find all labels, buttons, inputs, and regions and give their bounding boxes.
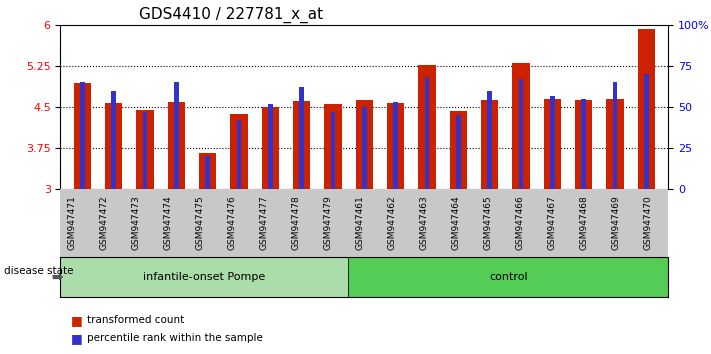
Bar	[80, 82, 85, 189]
Bar	[544, 99, 561, 189]
Bar	[143, 112, 147, 189]
Bar	[324, 104, 342, 189]
Text: GSM947473: GSM947473	[132, 196, 141, 250]
Bar	[419, 65, 436, 189]
Text: GSM947474: GSM947474	[164, 196, 172, 250]
Bar	[518, 79, 523, 189]
Bar	[105, 103, 122, 189]
Text: GSM947479: GSM947479	[324, 196, 333, 250]
Bar	[262, 107, 279, 189]
Bar	[199, 153, 216, 189]
Text: control: control	[489, 272, 528, 282]
Text: ■: ■	[71, 314, 83, 327]
Text: GDS4410 / 227781_x_at: GDS4410 / 227781_x_at	[139, 7, 324, 23]
Bar	[137, 110, 154, 189]
Text: GSM947470: GSM947470	[643, 196, 653, 250]
Text: GSM947472: GSM947472	[100, 196, 109, 250]
Bar	[268, 104, 273, 189]
Text: disease state: disease state	[4, 266, 73, 276]
Text: GSM947475: GSM947475	[196, 196, 205, 250]
Bar	[582, 99, 586, 189]
Bar	[293, 101, 310, 189]
Bar	[638, 29, 655, 189]
Text: transformed count: transformed count	[87, 315, 184, 325]
Bar	[644, 74, 649, 189]
Bar	[387, 103, 405, 189]
Bar	[237, 120, 242, 189]
Text: GSM947477: GSM947477	[260, 196, 268, 250]
Bar	[299, 87, 304, 189]
Text: infantile-onset Pompe: infantile-onset Pompe	[144, 272, 265, 282]
Text: GSM947466: GSM947466	[515, 196, 524, 250]
Bar	[362, 107, 367, 189]
Text: GSM947469: GSM947469	[611, 196, 620, 250]
Text: percentile rank within the sample: percentile rank within the sample	[87, 333, 262, 343]
Bar	[456, 115, 461, 189]
Bar	[487, 91, 492, 189]
Bar	[205, 156, 210, 189]
Text: GSM947462: GSM947462	[387, 196, 397, 250]
Text: GSM947464: GSM947464	[451, 196, 461, 250]
Bar	[168, 102, 185, 189]
Text: GSM947468: GSM947468	[579, 196, 589, 250]
Bar	[424, 78, 429, 189]
Bar	[174, 82, 178, 189]
Bar	[575, 100, 592, 189]
Text: GSM947478: GSM947478	[292, 196, 300, 250]
Text: GSM947465: GSM947465	[483, 196, 492, 250]
Bar	[450, 112, 467, 189]
Text: GSM947461: GSM947461	[356, 196, 364, 250]
Bar	[356, 100, 373, 189]
Text: GSM947463: GSM947463	[419, 196, 428, 250]
Text: GSM947476: GSM947476	[228, 196, 236, 250]
Text: ■: ■	[71, 332, 83, 344]
Bar	[606, 99, 624, 189]
Bar	[393, 102, 398, 189]
Text: GSM947467: GSM947467	[547, 196, 556, 250]
Text: GSM947471: GSM947471	[68, 196, 77, 250]
Bar	[481, 100, 498, 189]
Bar	[550, 96, 555, 189]
Bar	[331, 112, 336, 189]
Bar	[112, 91, 116, 189]
Bar	[230, 114, 247, 189]
Bar	[613, 82, 617, 189]
Bar	[513, 63, 530, 189]
Bar	[74, 84, 91, 189]
